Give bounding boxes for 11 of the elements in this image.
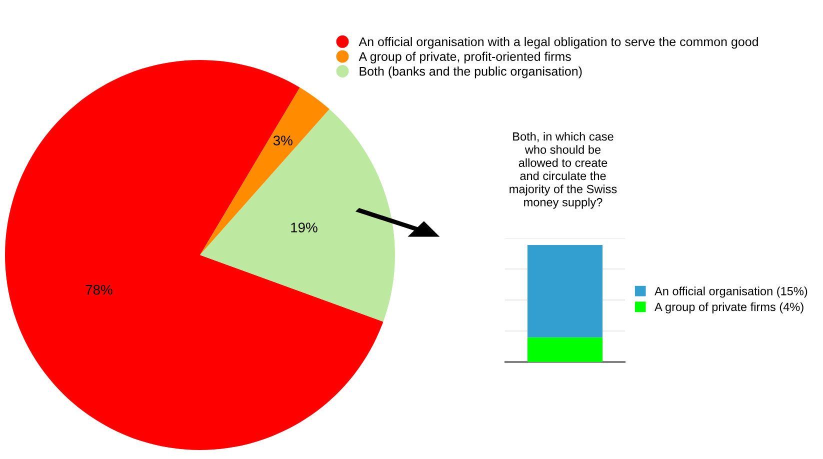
legend-label: An official organisation (15%)	[654, 286, 808, 298]
legend-label: A group of private, profit-oriented firms	[358, 52, 571, 64]
chart-title: Both, in which case who should be allowed to create and circulate the majority of the Swiss money supply?	[510, 132, 617, 209]
pie-slice	[200, 109, 395, 322]
data-label: 78%	[86, 284, 112, 295]
data-label: 19%	[291, 222, 318, 232]
legend-label: An official organisation with a legal obligation to serve the common good	[358, 37, 758, 49]
pie-slice	[200, 88, 330, 255]
legend-label: A group of private firms (4%)	[654, 302, 804, 314]
legend-label: Both (banks and the public organisation)	[360, 66, 582, 78]
data-label: 3%	[273, 136, 292, 146]
